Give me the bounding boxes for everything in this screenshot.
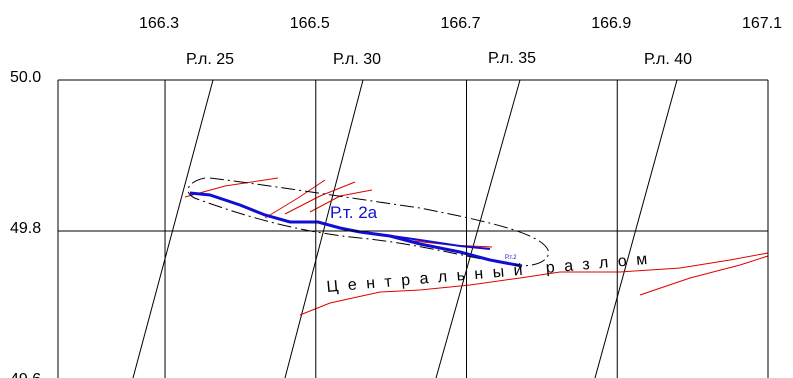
profile-line [284, 79, 364, 378]
profile-label: Р.л. 25 [186, 51, 234, 68]
fault [639, 255, 769, 296]
outline [187, 177, 501, 263]
frame [57, 79, 768, 378]
x-tick-label: 166.7 [440, 15, 480, 32]
fault-label: Р.т.2 [505, 255, 517, 261]
profile-label: Р.л. 30 [333, 51, 381, 68]
profile-line [132, 79, 214, 378]
x-tick-label: 167.1 [742, 15, 782, 32]
profile-line [435, 79, 521, 378]
fault-label: Центральный разлом [326, 250, 658, 296]
outline [209, 177, 549, 267]
profile-lines [132, 79, 678, 378]
fault [284, 181, 356, 215]
fault [299, 252, 769, 316]
x-tick-label: 166.5 [290, 15, 330, 32]
fault-label: Р.т. 2а [330, 203, 378, 222]
x-tick-label: 166.9 [591, 15, 631, 32]
fault-main [384, 234, 491, 250]
y-tick-label: 50.0 [10, 69, 41, 86]
profile-label: Р.л. 35 [488, 50, 536, 67]
axes: 166.3 166.5 166.7 166.9 167.1 50.0 49.8 49.6 [10, 15, 782, 378]
y-tick-label: 49.6 [10, 371, 41, 378]
x-tick-label: 166.3 [139, 15, 179, 32]
y-tick-label: 49.8 [10, 220, 41, 237]
profile-line [594, 79, 678, 378]
profile-label: Р.л. 40 [644, 51, 692, 68]
faults [184, 177, 769, 316]
fault-main [189, 191, 523, 268]
